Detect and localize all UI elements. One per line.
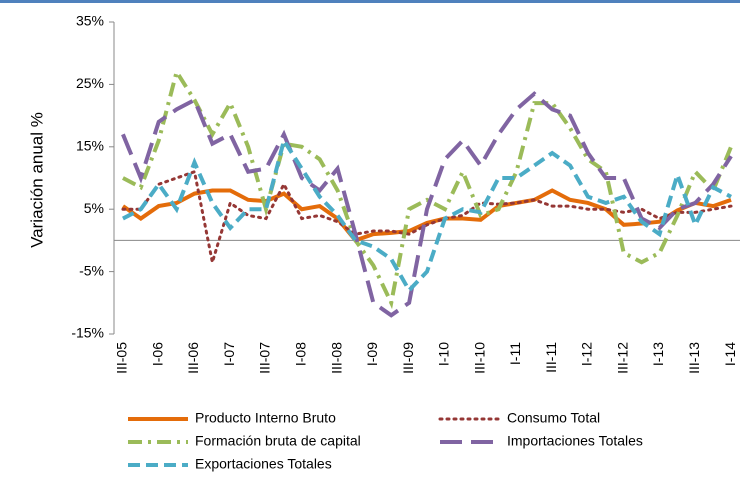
y-tick-label: 15%	[76, 138, 104, 154]
x-tick-label: I-11	[507, 342, 523, 365]
x-tick-label: I-08	[293, 342, 309, 366]
y-tick-label: -5%	[79, 262, 104, 278]
x-tick-label: I-12	[579, 342, 595, 366]
line	[122, 135, 732, 294]
x-tick-label: I-10	[436, 342, 452, 366]
y-tick-label: 35%	[76, 13, 104, 29]
x-tick-label: III-09	[400, 342, 416, 374]
top-bar	[0, 0, 740, 3]
x-tick-label: I-13	[650, 342, 666, 366]
x-tick-label: I-14	[722, 342, 738, 366]
legend-label: Exportaciones Totales	[195, 456, 332, 472]
legend-label: Producto Interno Bruto	[195, 410, 336, 426]
x-tick-label: III-05	[114, 342, 130, 374]
line	[121, 91, 733, 318]
x-tick-label: III-07	[257, 342, 273, 374]
x-tick-label: III-13	[686, 342, 702, 374]
legend-label: Consumo Total	[507, 410, 600, 426]
line	[122, 66, 733, 310]
line	[121, 188, 732, 243]
legend-label: Formación bruta de capital	[195, 433, 361, 449]
x-tick-label: III-08	[328, 342, 344, 374]
y-tick-label: 25%	[76, 75, 104, 91]
x-tick-label: III-10	[471, 342, 487, 374]
x-tick-label: III-12	[614, 342, 630, 374]
y-tick-label: -15%	[71, 325, 104, 341]
x-tick-label: III-11	[543, 342, 559, 373]
x-tick-label: I-07	[221, 342, 237, 366]
legend-label: Importaciones Totales	[507, 433, 643, 449]
y-tick-label: 5%	[84, 200, 104, 216]
x-tick-label: I-06	[149, 342, 165, 366]
y-axis-title: Variación anual %	[27, 112, 46, 248]
x-tick-label: III-06	[185, 342, 201, 374]
x-tick-label: I-09	[364, 342, 380, 366]
